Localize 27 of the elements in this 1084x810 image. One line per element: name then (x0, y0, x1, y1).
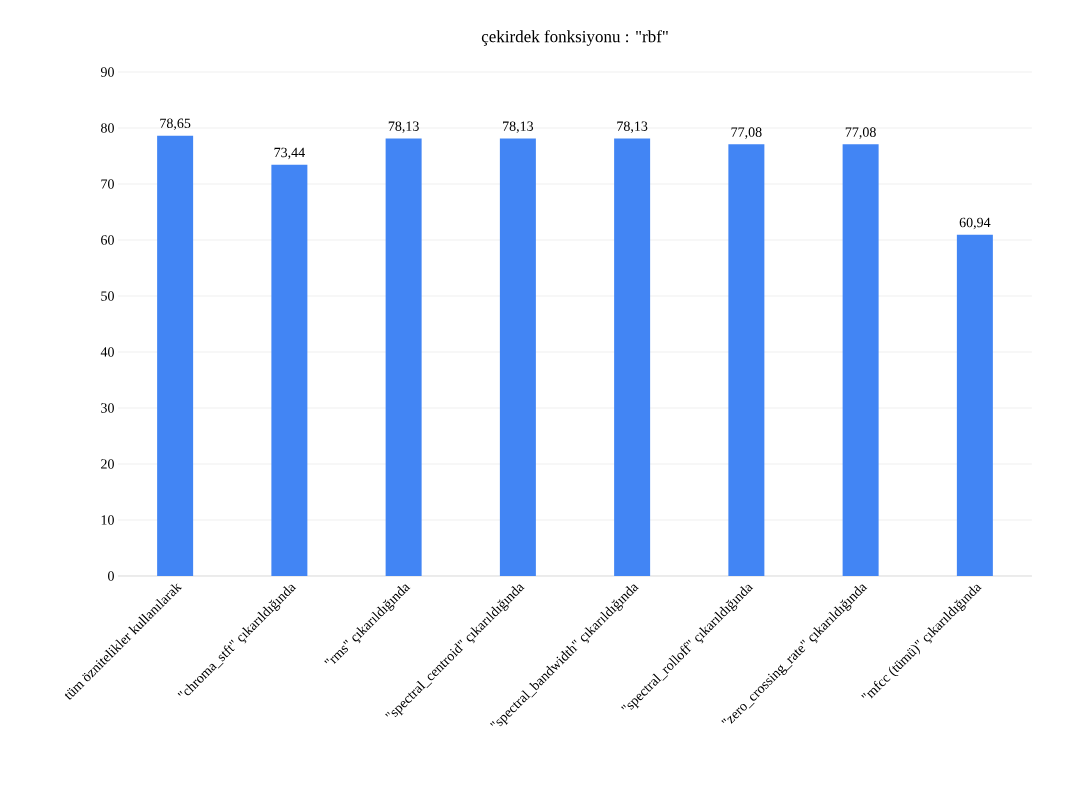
bar (271, 164, 308, 576)
data-label: 60,94 (959, 217, 991, 230)
data-label: 78,13 (388, 121, 419, 133)
data-label: 78,65 (160, 118, 191, 131)
data-label: 73,44 (274, 147, 305, 160)
bar (956, 234, 993, 576)
y-tick-label: 20 (101, 459, 114, 469)
bar (499, 138, 536, 576)
bar (157, 135, 194, 576)
y-tick-label: 60 (101, 235, 114, 245)
bar (614, 138, 651, 576)
bar (728, 144, 765, 576)
data-label: 77,08 (731, 127, 762, 139)
y-tick-label: 90 (100, 67, 114, 77)
bar (842, 144, 879, 576)
y-tick-label: 10 (101, 515, 114, 525)
y-tick-label: 70 (101, 179, 114, 189)
y-tick-label: 50 (101, 291, 114, 301)
data-label: 78,13 (617, 121, 648, 133)
data-label: 78,13 (503, 121, 534, 133)
y-tick-label: 40 (100, 347, 114, 357)
bar (385, 138, 422, 576)
chart-title: çekirdek fonksiyonu : "rbf" (481, 30, 668, 46)
data-label: 77,08 (845, 127, 876, 139)
y-tick-label: 80 (101, 123, 114, 133)
y-tick-label: 0 (108, 571, 114, 581)
y-tick-label: 30 (101, 403, 114, 413)
